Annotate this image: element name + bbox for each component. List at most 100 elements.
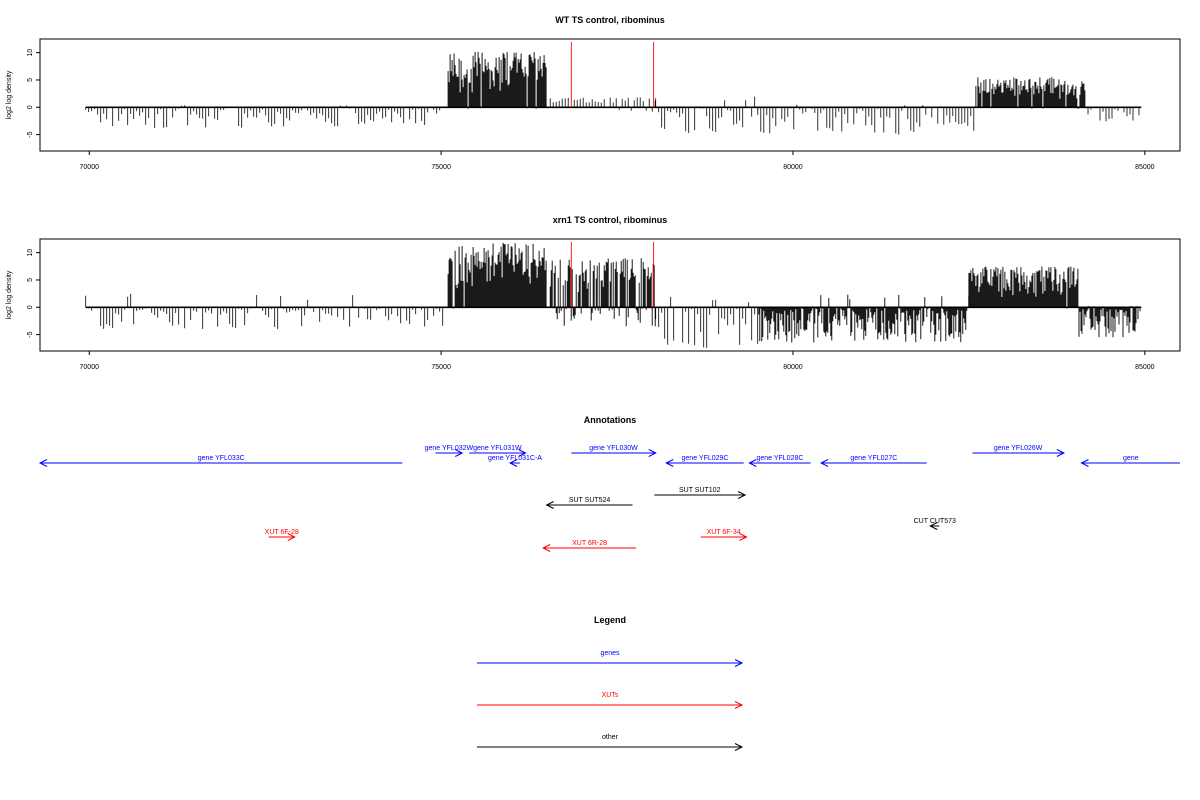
- legend-entries: genes XUTs other: [477, 650, 744, 751]
- wt-y-tick-label: 0: [27, 105, 34, 109]
- xrn1-x-tick-label: 85000: [1135, 364, 1155, 371]
- annotation-feature: gene YFL031W: [469, 445, 527, 457]
- xrn1-y-tick-label: 5: [27, 278, 34, 282]
- legend-label: other: [602, 734, 619, 741]
- xrn1-coverage-segment-2: [549, 258, 656, 327]
- annotation-label: CUT CUT573: [914, 518, 956, 525]
- legend-entry: XUTs: [477, 692, 744, 709]
- legend-title: Legend: [594, 615, 626, 625]
- annotation-label: gene YFL032W: [425, 445, 474, 452]
- wt-coverage-panel: WT TS control, ribominus 70000 75000 80000…: [6, 15, 1181, 171]
- xrn1-marker-lines: [570, 242, 655, 308]
- annotation-feature: gene YFL031C-A: [488, 455, 542, 467]
- annotation-arrow-arrowhead: [1080, 459, 1089, 467]
- wt-coverage-segment-5: [975, 77, 1086, 109]
- annotation-label: XUT 6F-34: [707, 529, 741, 536]
- wt-panel-title: WT TS control, ribominus: [555, 15, 665, 25]
- xrn1-coverage-segment-5: [968, 266, 1079, 309]
- wt-plot-frame: [39, 38, 1181, 152]
- xrn1-coverage-panel: xrn1 TS control, ribominus 70000 75000 800…: [6, 215, 1181, 371]
- xrn1-x-tick-label: 75000: [431, 364, 451, 371]
- wt-coverage-spikes: [549, 97, 656, 112]
- annotation-label: SUT SUT524: [569, 497, 611, 504]
- annotation-label: XUT 6F-28: [265, 529, 299, 536]
- xrn1-x-tick-label: 70000: [80, 364, 100, 371]
- wt-y-tick-label: -5: [27, 131, 34, 137]
- wt-x-tick-label: 75000: [431, 164, 451, 171]
- annotation-arrow-arrowhead: [737, 491, 747, 499]
- wt-coverage-spikes: [85, 105, 441, 128]
- xrn1-coverage-bars: [85, 242, 1142, 348]
- annotation-feature: CUT CUT573: [914, 518, 956, 530]
- annotation-arrow-arrowhead: [1056, 449, 1066, 457]
- annotation-arrow-arrowhead: [648, 449, 657, 457]
- legend-arrow-arrowhead: [734, 701, 744, 709]
- wt-coverage-spikes: [975, 77, 1086, 109]
- annotation-arrow-arrowhead: [819, 459, 829, 467]
- legend-entry: other: [477, 734, 744, 751]
- xrn1-coverage-segment-1: [447, 242, 547, 309]
- annotation-feature: XUT 6F-28: [265, 529, 299, 541]
- annotation-label: gene YFL029C: [682, 455, 729, 462]
- annotation-feature: gene YFL026W: [972, 445, 1066, 457]
- annotation-feature: XUT 6F-34: [700, 529, 748, 541]
- annotation-arrow-arrowhead: [38, 459, 48, 467]
- xrn1-x-tick-label: 80000: [783, 364, 803, 371]
- annotation-label: gene YFL031C-A: [488, 455, 542, 462]
- xrn1-y-axis-label: log2 log density: [6, 270, 13, 319]
- annotation-feature: gene YFL032W: [425, 445, 474, 457]
- xrn1-y-tick-label: -5: [27, 331, 34, 337]
- wt-coverage-bars: [85, 51, 1142, 135]
- annotation-feature: SUT SUT102: [654, 487, 747, 499]
- annotation-label: gene YFL028C: [756, 455, 803, 462]
- wt-coverage-segment-4: [757, 104, 975, 135]
- xrn1-coverage-spikes: [447, 242, 547, 309]
- xrn1-coverage-spikes: [549, 258, 656, 327]
- wt-marker-lines: [570, 42, 655, 108]
- annotation-arrow-arrowhead: [929, 522, 938, 530]
- annotation-label: gene YFL030W: [589, 445, 638, 452]
- wt-y-tick-label: 10: [27, 49, 34, 57]
- legend-entry: genes: [477, 650, 744, 667]
- legend-arrow-arrowhead: [734, 743, 744, 751]
- annotation-label: XUT 6R-28: [572, 540, 607, 547]
- wt-x-tick-label: 85000: [1135, 164, 1155, 171]
- annotation-feature: gene YFL033C: [38, 455, 403, 467]
- annotations-title: Annotations: [584, 415, 637, 425]
- wt-y-axis-label: log2 log density: [6, 70, 13, 119]
- legend-arrow-arrowhead: [734, 659, 744, 667]
- legend: Legend genes XUTs other: [477, 615, 744, 751]
- wt-x-tick-label: 80000: [783, 164, 803, 171]
- wt-x-tick-label: 70000: [80, 164, 100, 171]
- annotation-feature: SUT SUT524: [545, 497, 633, 509]
- annotation-feature: gene YFL028C: [748, 455, 811, 467]
- xrn1-axes: 70000 75000 80000 85000 10 5 0 -5: [27, 249, 1155, 371]
- wt-axes: 70000 75000 80000 85000 10 5 0 -5: [27, 49, 1155, 171]
- annotation-label: SUT SUT102: [679, 487, 721, 494]
- annotation-label: gene YFL033C: [198, 455, 245, 462]
- wt-coverage-segment-2: [549, 97, 656, 112]
- wt-coverage-segment-0: [85, 105, 441, 128]
- annotation-arrow-arrowhead: [454, 449, 464, 457]
- wt-y-tick-label: 5: [27, 78, 34, 82]
- annotation-arrow-arrowhead: [508, 459, 518, 467]
- annotation-arrow-arrowhead: [748, 459, 757, 467]
- annotation-feature: gene: [1080, 455, 1180, 467]
- xrn1-y-tick-label: 10: [27, 249, 34, 257]
- annotation-arrow-arrowhead: [518, 449, 527, 457]
- annotation-feature: gene YFL029C: [665, 455, 744, 467]
- annotation-feature: gene YFL027C: [819, 455, 927, 467]
- annotation-label: gene YFL026W: [994, 445, 1043, 452]
- annotation-arrow-arrowhead: [545, 501, 554, 509]
- annotation-arrow-arrowhead: [739, 533, 748, 541]
- annotation-arrow-arrowhead: [287, 533, 296, 541]
- legend-label: XUTs: [602, 692, 619, 699]
- annotation-feature: gene YFL030W: [571, 445, 657, 457]
- xrn1-coverage-spikes: [968, 266, 1079, 309]
- xrn1-y-tick-label: 0: [27, 305, 34, 309]
- xrn1-plot-frame: [39, 238, 1181, 352]
- annotation-feature: XUT 6R-28: [542, 540, 637, 552]
- wt-coverage-spikes: [757, 104, 975, 135]
